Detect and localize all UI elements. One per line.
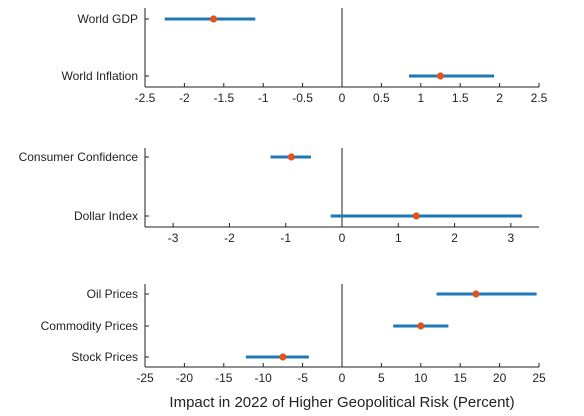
- x-tick-label: 25: [532, 371, 546, 385]
- category-label: World Inflation: [62, 69, 138, 83]
- panel-3: -25 -20 -15 -10 -5 0 5 10 15 20 25 Oil Prices Commod…: [41, 284, 546, 385]
- point-estimate-marker: [472, 290, 480, 298]
- x-tick-label: 0: [339, 231, 346, 245]
- x-tick-label: -15: [215, 371, 233, 385]
- x-tick-label: 2: [451, 231, 458, 245]
- point-estimate-marker: [287, 153, 295, 161]
- x-tick-label: 0: [339, 371, 346, 385]
- x-tick-label: 1.5: [452, 91, 469, 105]
- category-label: Consumer Confidence: [19, 150, 139, 164]
- x-tick-label: -0.5: [292, 91, 313, 105]
- x-tick-label: -10: [255, 371, 273, 385]
- point-estimate-marker: [436, 72, 445, 80]
- x-tick-label: -2: [224, 231, 235, 245]
- x-tick-label: -5: [297, 371, 308, 385]
- x-tick-label: 0: [339, 91, 346, 105]
- x-tick-label: 1: [395, 231, 402, 245]
- x-tick-label: -1: [258, 91, 269, 105]
- panel-2: -3 -2 -1 0 1 2 3 Consumer Confidence Dollar Inde…: [19, 148, 539, 245]
- category-label: World GDP: [78, 12, 138, 26]
- x-tick-label: -2: [179, 91, 190, 105]
- x-tick-label: -20: [176, 371, 194, 385]
- x-axis-title: Impact in 2022 of Higher Geopolitical Ri…: [169, 394, 514, 411]
- category-label: Oil Prices: [87, 287, 138, 301]
- x-tick-label: 20: [493, 371, 507, 385]
- panel-1: -2.5 -2 -1.5 -1 -0.5 0 0.5 1 1.5 2 2.5 World GDP Wor…: [62, 8, 548, 105]
- point-estimate-marker: [209, 15, 218, 23]
- x-tick-label: 0.5: [373, 91, 390, 105]
- category-label: Stock Prices: [71, 350, 138, 364]
- point-estimate-marker: [417, 322, 425, 330]
- x-tick-label: -2.5: [135, 91, 156, 105]
- x-tick-label: 3: [508, 231, 515, 245]
- x-tick-label: 1: [417, 91, 424, 105]
- point-estimate-marker: [279, 353, 287, 361]
- x-tick-label: -25: [136, 371, 154, 385]
- x-tick-label: -1.5: [213, 91, 234, 105]
- category-label: Commodity Prices: [41, 319, 138, 333]
- x-tick-label: 2: [496, 91, 503, 105]
- x-tick-label: 5: [378, 371, 385, 385]
- category-label: Dollar Index: [74, 209, 138, 223]
- point-estimate-marker: [412, 212, 420, 220]
- x-tick-label: -1: [280, 231, 291, 245]
- x-tick-label: 2.5: [531, 91, 548, 105]
- x-tick-label: 10: [414, 371, 428, 385]
- x-tick-label: 15: [454, 371, 468, 385]
- x-tick-label: -3: [168, 231, 179, 245]
